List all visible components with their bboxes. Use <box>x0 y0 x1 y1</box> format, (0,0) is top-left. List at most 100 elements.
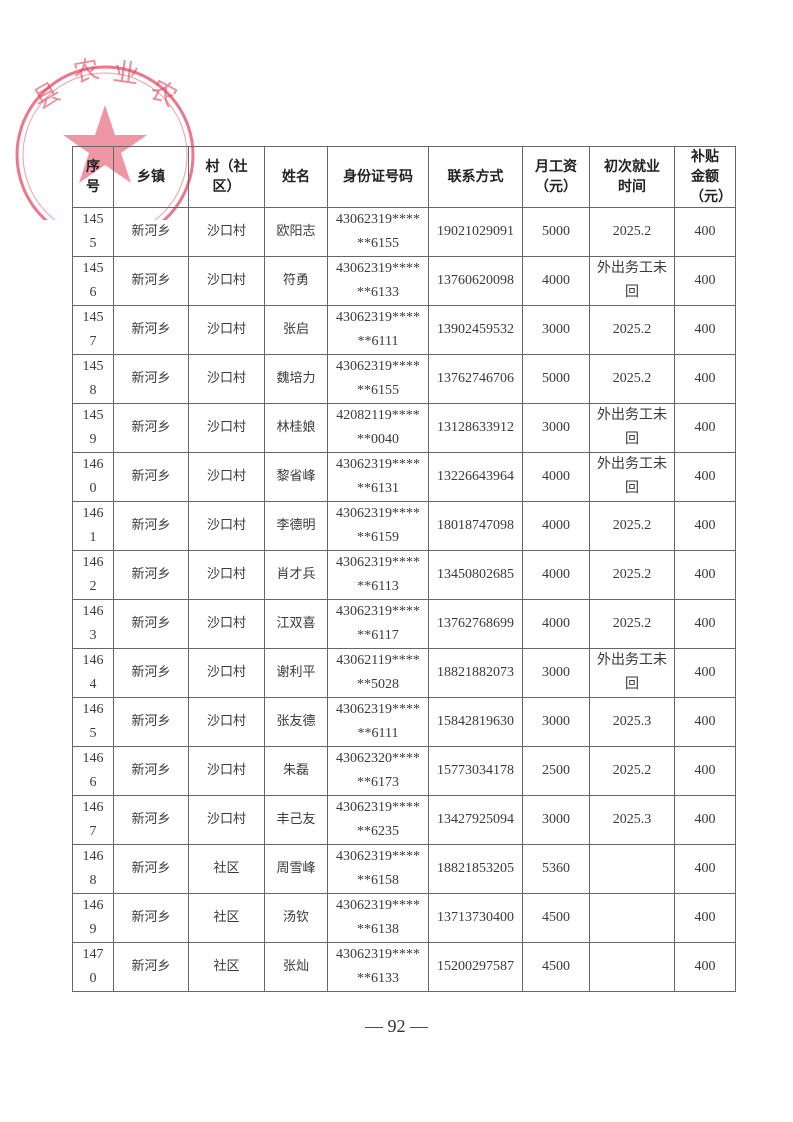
table-row: 1464 新河乡 沙口村 谢利平 43062119******5028 188218820… <box>72 648 736 698</box>
seq-text: 1457 <box>82 310 104 349</box>
subsidy-cell: 400 <box>674 452 736 502</box>
contact-text: 13427925094 <box>437 811 514 827</box>
village-cell: 沙口村 <box>188 795 265 845</box>
township-text: 新河乡 <box>131 909 171 925</box>
seq-cell: 1462 <box>72 550 114 600</box>
id-number-cell: 43062319******6235 <box>327 795 429 845</box>
township-text: 新河乡 <box>131 468 171 484</box>
village-cell: 沙口村 <box>188 746 265 796</box>
wage-cell: 4000 <box>522 599 590 649</box>
village-text: 社区 <box>213 909 240 925</box>
village-text: 沙口村 <box>206 713 246 729</box>
township-cell: 新河乡 <box>113 550 189 600</box>
village-cell: 社区 <box>188 893 265 943</box>
id-number-cell: 43062119******5028 <box>327 648 429 698</box>
first-employment-cell: 2025.3 <box>589 697 675 747</box>
id-number-cell: 43062319******6111 <box>327 305 429 355</box>
village-cell: 沙口村 <box>188 305 265 355</box>
seq-text: 1466 <box>82 751 104 790</box>
wage-text: 3000 <box>542 713 570 729</box>
township-text: 新河乡 <box>131 762 171 778</box>
wage-text: 4500 <box>542 909 570 925</box>
village-text: 社区 <box>213 958 240 974</box>
wage-cell: 3000 <box>522 305 590 355</box>
village-cell: 社区 <box>188 844 265 894</box>
seq-cell: 1466 <box>72 746 114 796</box>
name-cell: 张启 <box>264 305 328 355</box>
subsidy-text: 400 <box>694 272 716 288</box>
contact-text: 18018747098 <box>437 517 514 533</box>
table-row: 1462 新河乡 沙口村 肖才兵 43062319******6113 134508026… <box>72 550 736 600</box>
township-cell: 新河乡 <box>113 746 189 796</box>
township-cell: 新河乡 <box>113 305 189 355</box>
contact-cell: 18018747098 <box>428 501 523 551</box>
name-text: 肖才兵 <box>276 566 316 582</box>
township-cell: 新河乡 <box>113 403 189 453</box>
subsidy-cell: 400 <box>674 550 736 600</box>
id-number-text: 43062319******6133 <box>336 947 420 986</box>
village-text: 沙口村 <box>206 272 246 288</box>
contact-cell: 13128633912 <box>428 403 523 453</box>
seq-text: 1469 <box>82 898 104 937</box>
first-employment-text: 外出务工未回 <box>597 408 667 447</box>
contact-cell: 15842819630 <box>428 697 523 747</box>
contact-text: 13128633912 <box>437 419 514 435</box>
header-id-number: 身份证号码 <box>343 169 413 185</box>
header-subsidy-amount: 补贴金额（元） <box>690 149 732 205</box>
id-number-text: 43062319******6235 <box>336 800 420 839</box>
contact-text: 13226643964 <box>437 468 514 484</box>
subsidy-cell: 400 <box>674 403 736 453</box>
seq-cell: 1459 <box>72 403 114 453</box>
township-text: 新河乡 <box>131 958 171 974</box>
id-number-cell: 43062319******6158 <box>327 844 429 894</box>
svg-text:农: 农 <box>145 75 182 114</box>
header-first-employment-cell: 初次就业时间 <box>589 146 675 208</box>
seq-cell: 1464 <box>72 648 114 698</box>
table-row: 1467 新河乡 沙口村 丰己友 43062319******6235 134279250… <box>72 795 736 845</box>
svg-text:农: 农 <box>71 55 102 89</box>
subsidy-text: 400 <box>694 860 716 876</box>
table-row: 1456 新河乡 沙口村 符勇 43062319******6133 1376062009… <box>72 256 736 306</box>
name-cell: 汤钦 <box>264 893 328 943</box>
id-number-cell: 43062319******6155 <box>327 207 429 257</box>
id-number-cell: 43062319******6111 <box>327 697 429 747</box>
first-employment-text: 2025.2 <box>612 321 652 337</box>
contact-text: 15200297587 <box>437 958 514 974</box>
first-employment-cell: 2025.2 <box>589 207 675 257</box>
village-text: 社区 <box>213 860 240 876</box>
township-text: 新河乡 <box>131 517 171 533</box>
village-text: 沙口村 <box>206 468 246 484</box>
first-employment-cell: 外出务工未回 <box>589 256 675 306</box>
name-text: 欧阳志 <box>276 223 316 239</box>
id-number-text: 43062319******6117 <box>336 604 420 643</box>
township-text: 新河乡 <box>131 223 171 239</box>
seq-text: 1460 <box>82 457 104 496</box>
table-row: 1460 新河乡 沙口村 黎省峰 43062319******6131 132266439… <box>72 452 736 502</box>
svg-text:业: 业 <box>111 57 141 90</box>
wage-text: 4500 <box>542 958 570 974</box>
subsidy-text: 400 <box>694 713 716 729</box>
subsidy-cell: 400 <box>674 746 736 796</box>
id-number-text: 43062319******6159 <box>336 506 420 545</box>
first-employment-cell <box>589 893 675 943</box>
seq-cell: 1455 <box>72 207 114 257</box>
header-monthly-wage-cell: 月工资（元） <box>522 146 590 208</box>
township-text: 新河乡 <box>131 811 171 827</box>
contact-cell: 13760620098 <box>428 256 523 306</box>
wage-cell: 4500 <box>522 942 590 992</box>
township-cell: 新河乡 <box>113 452 189 502</box>
name-text: 汤钦 <box>282 909 309 925</box>
header-township-cell: 乡镇 <box>113 146 189 208</box>
table-row: 1469 新河乡 社区 汤钦 43062319******6138 13713730400… <box>72 893 736 943</box>
contact-text: 13762768699 <box>437 615 514 631</box>
wage-cell: 3000 <box>522 648 590 698</box>
name-cell: 张友德 <box>264 697 328 747</box>
seq-text: 1470 <box>82 947 104 986</box>
id-number-cell: 43062319******6133 <box>327 256 429 306</box>
first-employment-cell <box>589 844 675 894</box>
id-number-cell: 43062319******6133 <box>327 942 429 992</box>
subsidy-text: 400 <box>694 958 716 974</box>
seq-text: 1467 <box>82 800 104 839</box>
township-cell: 新河乡 <box>113 256 189 306</box>
wage-text: 4000 <box>542 566 570 582</box>
